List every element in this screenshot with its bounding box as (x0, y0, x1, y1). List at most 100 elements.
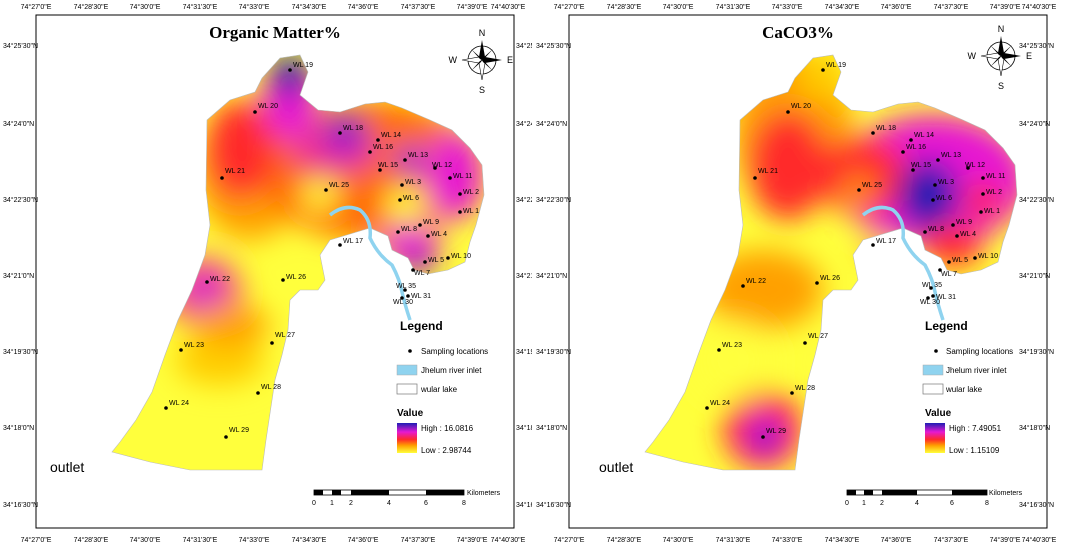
well-label: WL 4 (431, 231, 447, 238)
svg-text:34°22'30"N: 34°22'30"N (516, 196, 532, 204)
svg-text:34°25'30"N: 34°25'30"N (3, 42, 38, 50)
svg-text:74°37'30"E: 74°37'30"E (401, 3, 436, 11)
svg-text:74°27'0"E: 74°27'0"E (21, 3, 52, 11)
compass-s: S (479, 85, 485, 95)
well-label: WL 24 (169, 400, 189, 407)
svg-text:34°25'30"N: 34°25'30"N (536, 42, 571, 50)
legend-low: Low : 2.98744 (421, 446, 472, 455)
legend-color-ramp (925, 423, 945, 453)
legend-river: Jhelum river inlet (946, 366, 1007, 375)
well-label: WL 5 (952, 257, 968, 264)
well-label: WL 27 (808, 333, 828, 340)
svg-text:74°28'30"E: 74°28'30"E (74, 3, 109, 11)
well-label: WL 25 (329, 182, 349, 189)
svg-text:74°30'0"E: 74°30'0"E (130, 536, 161, 544)
legend-lake: wular lake (945, 385, 983, 394)
svg-text:74°27'0"E: 74°27'0"E (554, 536, 585, 544)
svg-text:74°33'0"E: 74°33'0"E (239, 3, 270, 11)
svg-text:8: 8 (462, 500, 466, 507)
well-label: WL 31 (936, 294, 956, 301)
svg-text:74°34'30"E: 74°34'30"E (825, 3, 860, 11)
well-label: WL 26 (286, 274, 306, 281)
svg-text:74°34'30"E: 74°34'30"E (292, 536, 327, 544)
svg-text:74°39'0"E: 74°39'0"E (457, 3, 488, 11)
well-label: WL 14 (914, 132, 934, 139)
svg-text:34°19'30"N: 34°19'30"N (536, 348, 571, 356)
sampling-points: WL 19 WL 20 WL 18 WL 14 WL 16 WL 13 WL 1… (164, 62, 479, 439)
well-label: WL 20 (791, 103, 811, 110)
well-label: WL 6 (403, 195, 419, 202)
well-label: WL 8 (928, 226, 944, 233)
well-label: WL 23 (722, 342, 742, 349)
well-label: WL 21 (758, 168, 778, 175)
well-label: WL 7 (414, 270, 430, 277)
well-label: WL 31 (411, 293, 431, 300)
scale-unit: Kilometers (467, 490, 501, 497)
map-organic-matter: Organic Matter% N S E W 74°27'0"E 74°28'… (3, 3, 532, 544)
well-label: WL 17 (343, 238, 363, 245)
legend-color-ramp (397, 423, 417, 453)
svg-text:74°31'30"E: 74°31'30"E (716, 536, 751, 544)
well-label: WL 35 (922, 282, 942, 289)
jhelum-river (328, 205, 412, 321)
jhelum-river (861, 205, 945, 321)
legend-lake: wular lake (420, 385, 458, 394)
legend-sampling: Sampling locations (946, 347, 1013, 356)
svg-text:74°30'0"E: 74°30'0"E (663, 3, 694, 11)
svg-text:34°25'30"N: 34°25'30"N (516, 42, 532, 50)
legend-high: High : 16.0816 (421, 424, 474, 433)
svg-text:34°21'0"N: 34°21'0"N (516, 272, 532, 280)
well-label: WL 28 (261, 384, 281, 391)
well-label: WL 35 (396, 283, 416, 290)
well-label: WL 29 (766, 428, 786, 435)
well-label: WL 1 (984, 208, 1000, 215)
svg-text:74°39'0"E: 74°39'0"E (990, 3, 1021, 11)
well-label: WL 30 (393, 299, 413, 306)
svg-text:74°30'0"E: 74°30'0"E (663, 536, 694, 544)
well-label: WL 2 (463, 189, 479, 196)
well-label: WL 16 (373, 144, 393, 151)
legend-high: High : 7.49051 (949, 424, 1002, 433)
svg-text:74°31'30"E: 74°31'30"E (183, 536, 218, 544)
well-label: WL 6 (936, 195, 952, 202)
svg-text:74°36'0"E: 74°36'0"E (881, 536, 912, 544)
map-title: Organic Matter% (209, 23, 341, 42)
well-label: WL 23 (184, 342, 204, 349)
map-panel-caco3: CaCO3% N S E W 74°27'0"E 74°28'30"E 74°3… (533, 0, 1065, 548)
compass-n: N (479, 28, 486, 38)
svg-text:34°16'30"N: 34°16'30"N (3, 501, 38, 509)
svg-text:74°34'30"E: 74°34'30"E (292, 3, 327, 11)
svg-text:74°39'0"E: 74°39'0"E (990, 536, 1021, 544)
well-label: WL 11 (986, 173, 1006, 180)
axis-ticks: 74°27'0"E 74°28'30"E 74°30'0"E 74°31'30"… (536, 3, 1057, 544)
svg-text:74°28'30"E: 74°28'30"E (607, 3, 642, 11)
map-title: CaCO3% (762, 23, 834, 42)
svg-text:6: 6 (950, 500, 954, 507)
well-label: WL 10 (451, 253, 471, 260)
well-label: WL 14 (381, 132, 401, 139)
svg-text:34°24'0"N: 34°24'0"N (1019, 120, 1050, 128)
svg-text:74°37'30"E: 74°37'30"E (934, 3, 969, 11)
svg-text:34°21'0"N: 34°21'0"N (536, 272, 567, 280)
well-label: WL 13 (408, 152, 428, 159)
scale-bar: 0 1 2 4 6 8 Kilometers (312, 489, 501, 507)
well-label: WL 18 (876, 125, 896, 132)
svg-text:1: 1 (330, 500, 334, 507)
compass-e: E (1026, 51, 1032, 61)
svg-text:4: 4 (915, 500, 919, 507)
well-label: WL 18 (343, 125, 363, 132)
svg-text:74°33'0"E: 74°33'0"E (239, 536, 270, 544)
svg-text:6: 6 (424, 500, 428, 507)
svg-text:34°25'30"N: 34°25'30"N (1019, 42, 1054, 50)
well-label: WL 9 (956, 219, 972, 226)
svg-text:74°34'30"E: 74°34'30"E (825, 536, 860, 544)
compass-w: W (449, 55, 458, 65)
well-label: WL 16 (906, 144, 926, 151)
svg-text:34°19'30"N: 34°19'30"N (3, 348, 38, 356)
svg-text:34°18'0"N: 34°18'0"N (1019, 424, 1050, 432)
svg-text:74°36'0"E: 74°36'0"E (881, 3, 912, 11)
legend-river: Jhelum river inlet (421, 366, 482, 375)
svg-text:2: 2 (349, 500, 353, 507)
legend-value-title: Value (397, 408, 424, 419)
legend-sampling: Sampling locations (421, 347, 488, 356)
